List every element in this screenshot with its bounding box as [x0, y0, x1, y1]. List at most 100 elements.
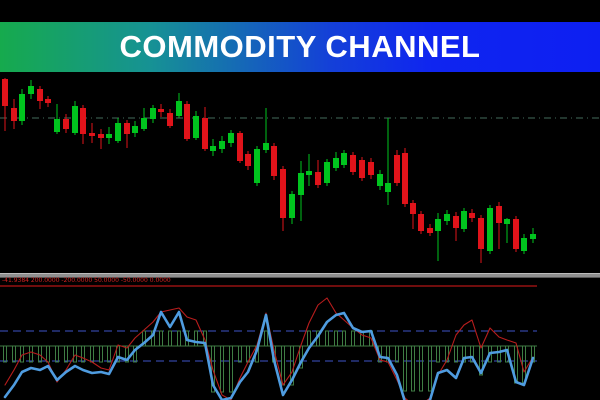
candle: [487, 205, 493, 254]
candle: [359, 157, 365, 181]
candle: [280, 166, 286, 231]
candle-body: [453, 216, 459, 228]
candle: [37, 86, 43, 109]
candle: [2, 78, 8, 131]
candle: [478, 215, 484, 263]
cci-histogram-bar: [3, 345, 7, 363]
cci-histogram-bar: [151, 330, 155, 347]
candle: [28, 80, 34, 99]
candle-body: [150, 108, 156, 119]
candle-body: [521, 238, 527, 251]
cci-main-line: [3, 310, 535, 400]
candle: [132, 121, 138, 137]
cci-histogram-bar: [290, 345, 294, 386]
candle: [45, 96, 51, 107]
candle: [228, 130, 234, 147]
cci-histogram-bar: [46, 345, 50, 363]
candle-body: [504, 219, 510, 224]
candle-body: [435, 219, 441, 231]
cci-histogram-bar: [351, 330, 355, 347]
candle: [167, 109, 173, 128]
candle: [350, 152, 356, 175]
cci-histogram-bar: [497, 345, 501, 363]
panel-separator: [0, 273, 600, 278]
candle-body: [469, 213, 475, 218]
candle-body: [80, 108, 86, 134]
candle: [210, 139, 216, 156]
cci-histogram-bar: [522, 345, 526, 384]
cci-histogram-bar: [220, 345, 224, 393]
candle-body: [202, 118, 208, 149]
cci-histogram-bar: [90, 345, 94, 363]
candle: [245, 151, 251, 170]
candle-body: [158, 109, 164, 112]
candle: [385, 118, 391, 205]
candle-body: [377, 174, 383, 186]
candle-body: [2, 79, 8, 106]
candle: [176, 93, 182, 118]
candle: [254, 146, 260, 186]
cci-histogram-bar: [462, 345, 466, 363]
candle-body: [280, 169, 286, 218]
cci-histogram-bar: [445, 345, 449, 363]
cci-histogram-bar: [55, 345, 59, 363]
candle-body: [478, 218, 484, 249]
candle-body: [176, 101, 182, 116]
cci-histogram-bar: [20, 345, 24, 363]
candle: [435, 213, 441, 261]
candle-body: [254, 149, 260, 183]
candle: [521, 234, 527, 254]
candle: [341, 150, 347, 168]
candle: [461, 208, 467, 232]
candle: [496, 202, 502, 249]
candle-body: [245, 154, 251, 166]
candle: [72, 101, 78, 135]
candle: [306, 154, 312, 186]
candle-body: [306, 171, 312, 175]
candle: [298, 161, 304, 221]
candle-body: [444, 214, 450, 221]
cci-panel: [0, 285, 537, 400]
candle: [394, 150, 400, 186]
cci-histogram-bar: [342, 330, 346, 347]
candle: [410, 200, 416, 229]
cci-histogram-bar: [229, 345, 233, 393]
cci-histogram-bar: [29, 345, 33, 363]
candle: [271, 143, 277, 180]
candle-body: [89, 133, 95, 136]
candle: [324, 159, 330, 186]
cci-histogram-bar: [325, 330, 329, 347]
indicator-values-text: -41.9384 200.0000 -200.0000 50.0000 -50.…: [2, 277, 171, 284]
cci-histogram-bar: [211, 345, 215, 393]
candle-body: [271, 146, 277, 176]
candle: [444, 210, 450, 225]
cci-histogram-bar: [64, 345, 68, 363]
candle: [19, 89, 25, 125]
candle: [315, 160, 321, 188]
cci-histogram-bar: [238, 345, 242, 363]
candle-body: [263, 143, 269, 150]
candle-body: [418, 214, 424, 231]
cci-histogram-bar: [159, 330, 163, 347]
price-panel: [0, 78, 600, 263]
cci-histogram-bar: [38, 345, 42, 363]
candle-body: [427, 228, 433, 233]
candle-body: [298, 173, 304, 195]
candle-body: [333, 158, 339, 168]
candle-body: [54, 119, 60, 132]
candle-body: [28, 86, 34, 94]
candle: [530, 228, 536, 243]
candle-body: [350, 155, 356, 172]
candle-body: [513, 219, 519, 249]
cci-histogram-bar: [307, 330, 311, 347]
candle: [193, 111, 199, 140]
candle-body: [193, 116, 199, 138]
candle-body: [167, 113, 173, 126]
candle-body: [315, 172, 321, 185]
candle: [402, 148, 408, 207]
candle-body: [219, 141, 225, 149]
cci-histogram-bar: [99, 345, 103, 363]
candle: [377, 170, 383, 190]
